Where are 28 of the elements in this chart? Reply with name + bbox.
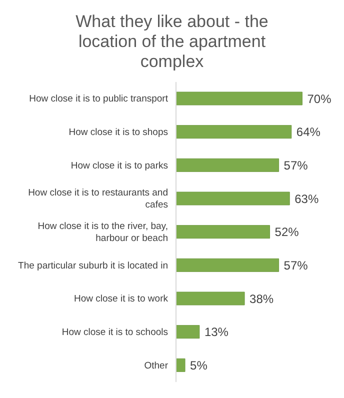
y-tick-label: How close it is to parks xyxy=(70,160,168,171)
bar xyxy=(176,258,280,272)
data-label: 5% xyxy=(190,358,208,372)
y-tick-label: How close it is to restaurants and cafes xyxy=(28,187,168,210)
data-label: 13% xyxy=(204,325,229,340)
data-label: 52% xyxy=(274,225,300,240)
y-tick-label: How close it is to shops xyxy=(68,126,168,138)
bar xyxy=(176,125,292,139)
bar xyxy=(176,325,200,339)
data-label: 70% xyxy=(307,92,332,106)
data-label: 63% xyxy=(294,192,319,206)
bar xyxy=(176,225,270,239)
bar xyxy=(176,92,302,106)
y-tick-label: How close it is to schools xyxy=(62,326,168,338)
data-label: 64% xyxy=(296,125,321,140)
data-label: 57% xyxy=(284,158,308,172)
bar xyxy=(176,158,280,172)
y-tick-label: How close it is to public transport xyxy=(29,93,168,104)
bar xyxy=(176,192,290,206)
y-tick-label: Other xyxy=(144,360,168,371)
chart-title: What they like about - the location of the apartment complex xyxy=(74,11,270,73)
y-tick-label: The particular suburb it is located in xyxy=(18,260,168,271)
bar xyxy=(176,292,245,306)
y-tick-label: How close it is to work xyxy=(74,293,168,304)
data-label: 38% xyxy=(250,292,274,306)
y-tick-label: How close it is to the river, bay, harbour or beach xyxy=(38,220,168,244)
data-label: 57% xyxy=(284,258,308,272)
bar xyxy=(176,358,186,372)
